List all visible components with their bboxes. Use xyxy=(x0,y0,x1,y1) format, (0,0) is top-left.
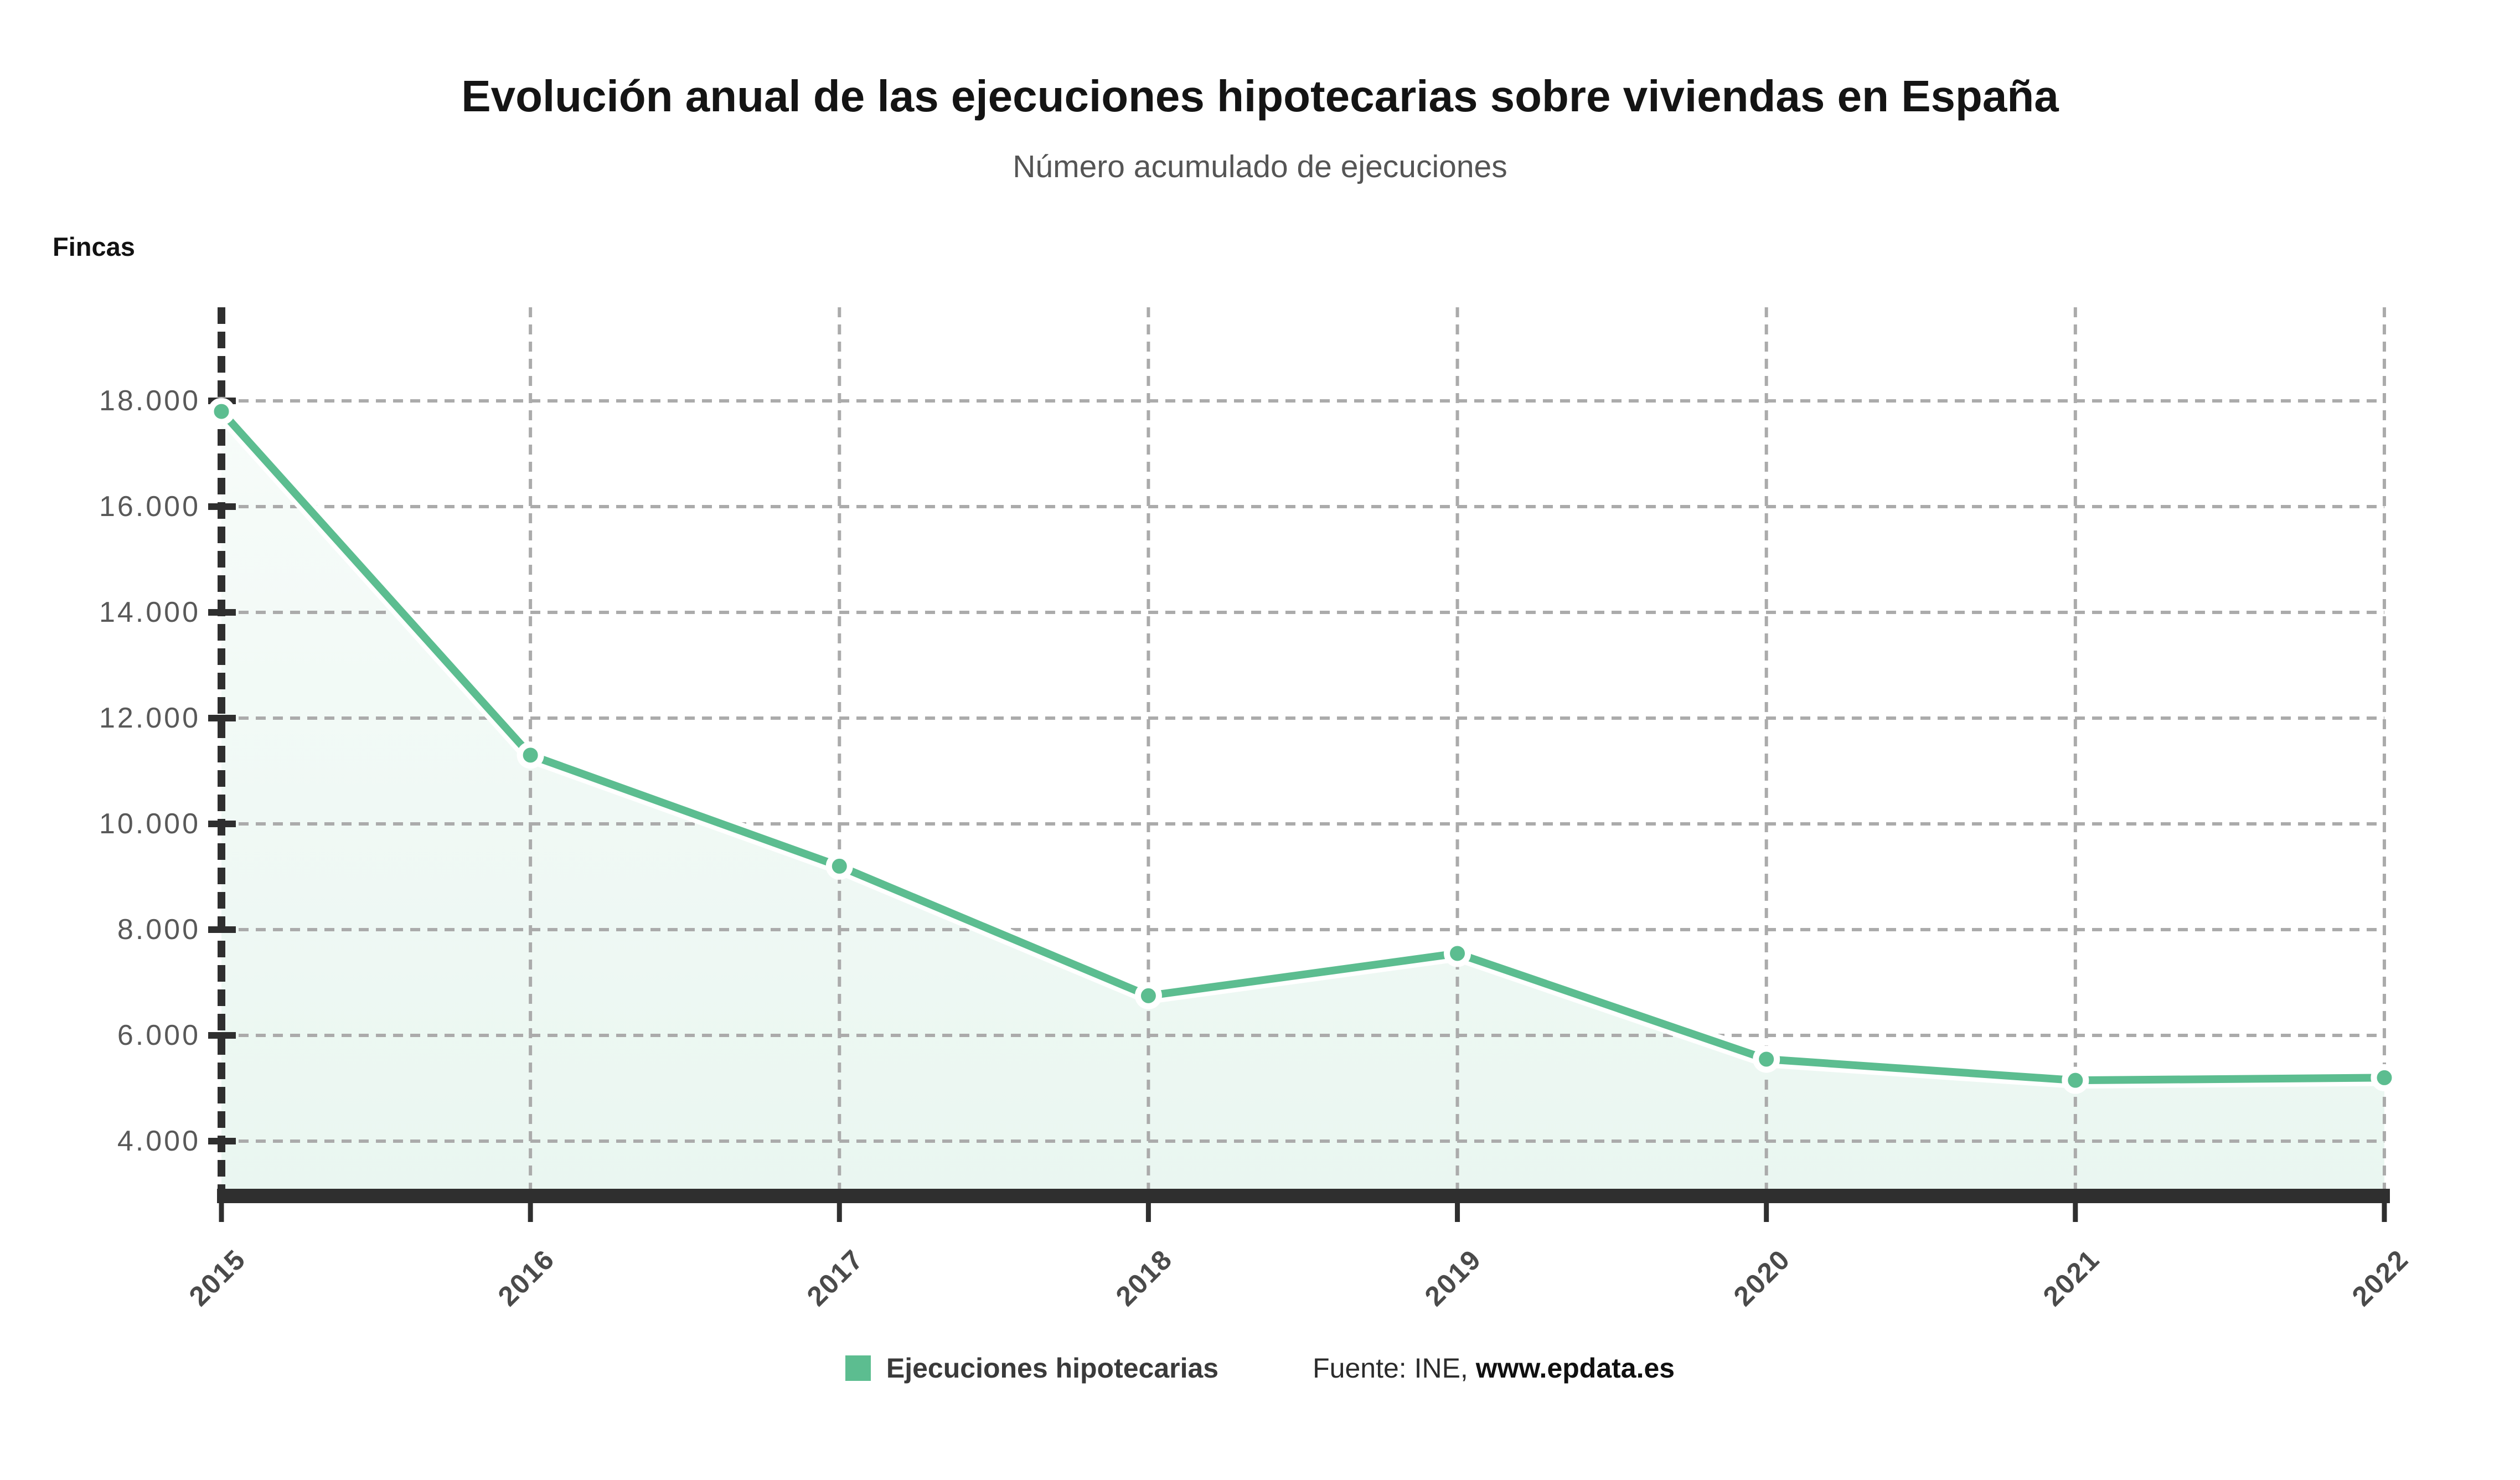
y-tick-label: 18.000 xyxy=(99,385,200,417)
y-tick-label: 14.000 xyxy=(99,596,200,628)
source-label: Fuente: INE, xyxy=(1313,1353,1468,1384)
area-fill xyxy=(221,411,2384,1189)
data-point-marker xyxy=(1134,982,1162,1009)
source-site-link: www.epdata.es xyxy=(1475,1353,1675,1384)
series-line xyxy=(218,408,2388,1085)
legend-series-label: Ejecuciones hipotecarias xyxy=(886,1353,1219,1384)
legend-item-ejecuciones: Ejecuciones hipotecarias xyxy=(845,1352,1218,1384)
y-tick-label: 6.000 xyxy=(117,1019,200,1051)
legend-swatch-icon xyxy=(845,1355,871,1381)
y-tick-label: 4.000 xyxy=(117,1125,200,1157)
y-tick-label: 12.000 xyxy=(99,702,200,734)
source-attribution: Fuente: INE, www.epdata.es xyxy=(1313,1352,1675,1384)
y-axis-title: Fincas xyxy=(53,232,135,261)
y-tick-label: 16.000 xyxy=(99,491,200,523)
data-point-marker xyxy=(1444,940,1471,967)
data-point-marker xyxy=(825,852,853,880)
data-point-marker xyxy=(2062,1066,2089,1094)
data-point-marker xyxy=(1753,1045,1780,1073)
page-subtitle: Número acumulado de ejecuciones xyxy=(1013,149,1507,184)
page-title: Evolución anual de las ejecuciones hipot… xyxy=(461,71,2059,121)
y-tick-label: 10.000 xyxy=(99,808,200,840)
x-axis-line xyxy=(217,1189,2390,1203)
data-point-marker xyxy=(2371,1064,2398,1091)
data-point-marker xyxy=(517,741,544,769)
legend: Ejecuciones hipotecarias Fuente: INE, ww… xyxy=(0,1352,2520,1384)
y-tick-label: 8.000 xyxy=(117,914,200,946)
data-point-marker xyxy=(208,398,235,425)
